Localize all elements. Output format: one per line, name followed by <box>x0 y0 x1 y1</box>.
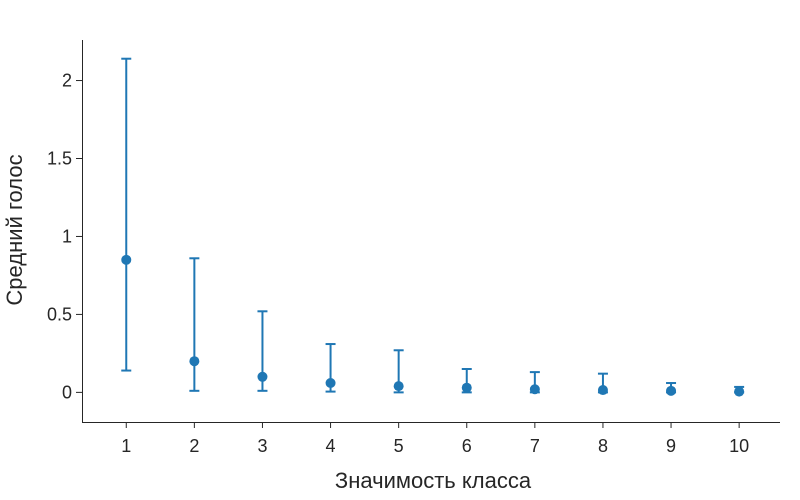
y-tick-label: 0.5 <box>47 304 72 324</box>
y-tick-label: 0 <box>62 382 72 402</box>
x-tick-label: 9 <box>666 436 676 456</box>
y-ticks: 0 0.5 1 1.5 2 <box>47 71 82 402</box>
y-tick-label: 2 <box>62 71 72 91</box>
error-bars <box>121 57 745 394</box>
x-axis-title: Значимость класса <box>335 468 532 493</box>
data-point <box>121 254 132 265</box>
data-point <box>529 384 540 395</box>
data-point <box>257 371 268 382</box>
x-tick-label: 3 <box>257 436 267 456</box>
x-tick-label: 10 <box>729 436 749 456</box>
data-point <box>734 386 745 397</box>
data-point <box>597 385 608 396</box>
y-tick-label: 1 <box>62 226 72 246</box>
x-tick-label: 5 <box>394 436 404 456</box>
data-point <box>325 378 336 389</box>
data-point <box>461 382 472 393</box>
x-tick-label: 7 <box>530 436 540 456</box>
x-tick-label: 2 <box>189 436 199 456</box>
data-point <box>393 381 404 392</box>
y-axis-title: Средний голос <box>2 154 27 305</box>
y-tick-label: 1.5 <box>47 148 72 168</box>
data-points <box>121 254 745 397</box>
data-point <box>189 356 200 367</box>
x-ticks: 1 2 3 4 5 6 7 8 9 10 <box>121 422 749 456</box>
x-tick-label: 8 <box>598 436 608 456</box>
x-tick-label: 1 <box>121 436 131 456</box>
x-tick-label: 4 <box>326 436 336 456</box>
x-tick-label: 6 <box>462 436 472 456</box>
data-point <box>666 385 677 396</box>
